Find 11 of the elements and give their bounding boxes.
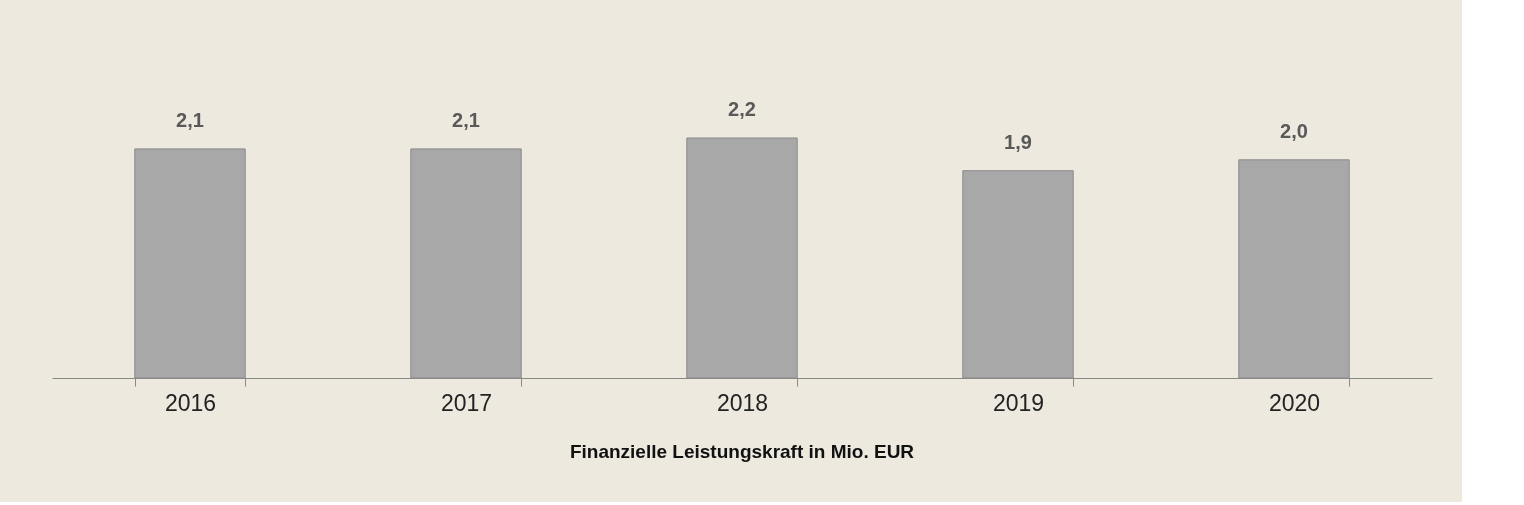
data-label: 2,2 <box>728 98 756 120</box>
text: Finanzielle Leistungskraft in Mio. EUR <box>569 441 915 462</box>
x-tick-label: 2019 <box>992 389 1045 416</box>
x-tick-label: 2018 <box>716 389 769 416</box>
data-label: 2,0 <box>1280 119 1308 142</box>
x-tick-label: 2020 <box>1268 389 1321 416</box>
data-label: 1,9 <box>1004 130 1032 153</box>
data-label: 2,1 <box>452 108 480 131</box>
x-tick-label: 2016 <box>164 389 217 416</box>
x-tick-label: 2017 <box>440 389 493 416</box>
data-label: 2,1 <box>176 108 204 131</box>
